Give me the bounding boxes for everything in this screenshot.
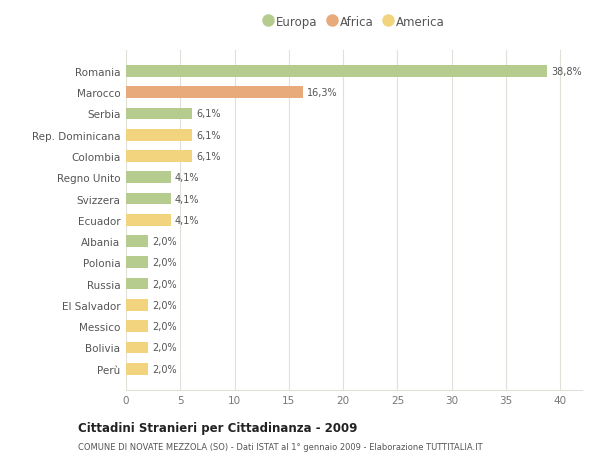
Bar	[126, 299, 148, 311]
Text: 2,0%: 2,0%	[152, 258, 176, 268]
Bar	[126, 214, 170, 226]
Bar	[126, 257, 148, 269]
Text: 2,0%: 2,0%	[152, 236, 176, 246]
Text: 2,0%: 2,0%	[152, 300, 176, 310]
Text: 6,1%: 6,1%	[197, 130, 221, 140]
Bar	[126, 172, 170, 184]
Bar	[126, 129, 192, 141]
Text: 4,1%: 4,1%	[175, 173, 199, 183]
Text: 16,3%: 16,3%	[307, 88, 338, 98]
Bar	[126, 278, 148, 290]
Bar	[126, 236, 148, 247]
Text: 2,0%: 2,0%	[152, 279, 176, 289]
Bar	[126, 66, 547, 78]
Text: COMUNE DI NOVATE MEZZOLA (SO) - Dati ISTAT al 1° gennaio 2009 - Elaborazione TUT: COMUNE DI NOVATE MEZZOLA (SO) - Dati IST…	[78, 442, 482, 451]
Legend: Europa, Africa, America: Europa, Africa, America	[260, 12, 448, 32]
Text: Cittadini Stranieri per Cittadinanza - 2009: Cittadini Stranieri per Cittadinanza - 2…	[78, 421, 358, 434]
Bar	[126, 320, 148, 332]
Bar	[126, 151, 192, 162]
Bar	[126, 193, 170, 205]
Text: 4,1%: 4,1%	[175, 194, 199, 204]
Bar	[126, 108, 192, 120]
Text: 2,0%: 2,0%	[152, 343, 176, 353]
Bar	[126, 342, 148, 353]
Text: 6,1%: 6,1%	[197, 109, 221, 119]
Text: 6,1%: 6,1%	[197, 151, 221, 162]
Bar	[126, 363, 148, 375]
Bar	[126, 87, 303, 99]
Text: 2,0%: 2,0%	[152, 364, 176, 374]
Text: 38,8%: 38,8%	[551, 67, 582, 77]
Text: 2,0%: 2,0%	[152, 321, 176, 331]
Text: 4,1%: 4,1%	[175, 215, 199, 225]
